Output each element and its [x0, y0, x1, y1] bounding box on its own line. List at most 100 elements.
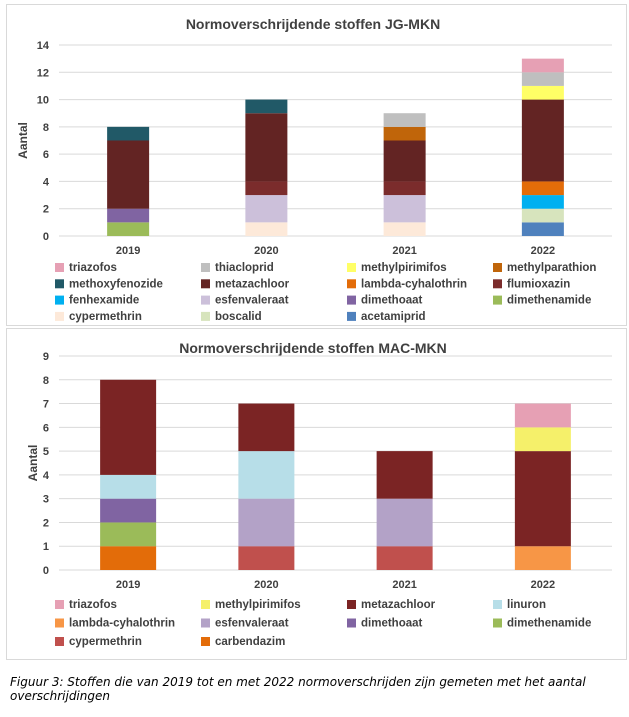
legend-swatch-dimethoaat — [347, 618, 356, 628]
legend-label-lambda-cyhalothrin: lambda-cyhalothrin — [361, 278, 467, 290]
y-tick-label: 10 — [37, 95, 49, 107]
legend-swatch-methoxyfenozide — [55, 279, 64, 289]
bar-segment-boscalid-2022 — [521, 208, 564, 223]
legend-swatch-dimethenamide — [493, 618, 502, 628]
y-tick-label: 2 — [43, 517, 49, 529]
chart-title: Normoverschrijdende stoffen MAC-MKN — [179, 340, 447, 356]
legend-swatch-cypermethrin — [55, 311, 64, 321]
bar-segment-metazachloor-2022 — [521, 99, 564, 182]
bar-segment-thiacloprid-2022 — [521, 72, 564, 86]
legend-label-dimethoaat: dimethoaat — [361, 295, 423, 307]
legend-label-carbendazim: carbendazim — [215, 636, 285, 648]
legend-swatch-triazofos — [55, 600, 64, 609]
legend-label-dimethenamide: dimethenamide — [507, 618, 591, 630]
legend-label-esfenvaleraat: esfenvaleraat — [215, 618, 289, 630]
bar-segment-metazachloor-2020 — [238, 403, 295, 452]
bar-segment-triazofos-2022 — [521, 58, 564, 73]
bar-segment-methoxyfenozide-2019 — [107, 126, 150, 141]
bar-segment-metazachloor-2019 — [107, 140, 150, 209]
legend-label-fenhexamide: fenhexamide — [69, 295, 139, 307]
legend-swatch-carbendazim — [201, 637, 210, 646]
y-tick-label: 6 — [43, 149, 49, 161]
y-tick-label: 0 — [43, 565, 49, 577]
figure-caption: Figuur 3: Stoffen die van 2019 tot en me… — [10, 675, 586, 703]
legend-label-triazofos: triazofos — [69, 262, 117, 274]
bar-segment-linuron-2020 — [238, 451, 295, 499]
y-tick-label: 9 — [43, 351, 49, 363]
y-tick-label: 5 — [43, 446, 49, 458]
legend-label-methylparathion: methylparathion — [507, 262, 596, 274]
legend-label-metazachloor: metazachloor — [215, 278, 290, 290]
legend-label-flumioxazin: flumioxazin — [507, 278, 570, 290]
y-tick-label: 12 — [37, 67, 49, 79]
bar-segment-metazachloor-2022 — [514, 451, 571, 547]
bar-segment-dimethenamide-2019 — [100, 522, 157, 547]
legend-label-thiacloprid: thiacloprid — [215, 262, 274, 274]
legend-swatch-methylpirimifos — [201, 600, 210, 609]
y-tick-label: 2 — [43, 204, 49, 216]
legend-swatch-dimethenamide — [493, 295, 502, 305]
legend-swatch-boscalid — [201, 311, 210, 321]
bar-segment-lambda-cyhalothrin-2022 — [521, 181, 564, 196]
y-tick-label: 1 — [43, 541, 49, 553]
legend-swatch-linuron — [493, 600, 502, 609]
x-tick-label: 2021 — [392, 245, 416, 257]
y-tick-label: 14 — [37, 40, 50, 52]
chart-mac-mkn: Normoverschrijdende stoffen MAC-MKN 0 1 2 3 4… — [26, 340, 612, 648]
legend-swatch-fenhexamide — [55, 295, 64, 305]
legend-label-methylpirimifos: methylpirimifos — [215, 599, 301, 611]
bar-segment-lambda-cyhalothrin-2022 — [514, 546, 571, 570]
bar-segment-cypermethrin-2020 — [238, 546, 295, 570]
bar-segment-dimethoaat-2019 — [107, 208, 150, 223]
legend-label-acetamiprid: acetamiprid — [361, 311, 426, 323]
legend-label-lambda-cyhalothrin: lambda-cyhalothrin — [69, 618, 175, 630]
chart-jg-mkn: Normoverschrijdende stoffen JG-MKN 0 2 4 6 8 1… — [16, 16, 612, 323]
x-tick-label: 2020 — [254, 245, 278, 257]
legend-swatch-esfenvaleraat — [201, 295, 210, 305]
bar-segment-linuron-2019 — [100, 474, 157, 499]
legend-label-cypermethrin: cypermethrin — [69, 636, 142, 648]
bar-segment-cypermethrin-2021 — [383, 222, 426, 236]
bar-segment-methylpirimifos-2022 — [521, 85, 564, 100]
legend-swatch-acetamiprid — [347, 311, 356, 321]
y-tick-label: 3 — [43, 494, 49, 506]
legend-swatch-dimethoaat — [347, 295, 356, 305]
x-tick-label: 2022 — [531, 579, 555, 591]
bar-segment-esfenvaleraat-2021 — [376, 498, 433, 547]
legend-swatch-cypermethrin — [55, 637, 64, 646]
legend-label-methylpirimifos: methylpirimifos — [361, 262, 447, 274]
x-tick-label: 2019 — [116, 579, 140, 591]
bar-segment-flumioxazin-2020 — [245, 181, 288, 196]
bar-segment-dimethenamide-2019 — [107, 222, 150, 236]
bar-segment-metazachloor-2021 — [383, 140, 426, 182]
y-tick-label: 0 — [43, 231, 49, 243]
legend-swatch-methylparathion — [493, 263, 502, 272]
bar-segment-metazachloor-2021 — [376, 451, 433, 499]
x-tick-label: 2019 — [116, 245, 140, 257]
bar-segment-carbendazim-2019 — [100, 546, 157, 570]
y-tick-label: 6 — [43, 422, 49, 434]
bar-segment-metazachloor-2019 — [100, 379, 157, 475]
bar-segment-flumioxazin-2021 — [383, 181, 426, 196]
y-tick-label: 7 — [43, 399, 49, 411]
bar-segment-methoxyfenozide-2020 — [245, 99, 288, 114]
chart-panel-jg-mkn: Normoverschrijdende stoffen JG-MKN 0 2 4 6 8 1… — [6, 4, 627, 326]
bar-segment-acetamiprid-2022 — [521, 222, 564, 236]
legend-swatch-metazachloor — [201, 279, 210, 289]
legend-label-dimethenamide: dimethenamide — [507, 295, 591, 307]
bar-segment-methylpirimifos-2022 — [514, 427, 571, 452]
bar-segment-cypermethrin-2021 — [376, 546, 433, 570]
legend-label-triazofos: triazofos — [69, 599, 117, 611]
bar-segment-dimethoaat-2019 — [100, 498, 157, 523]
bar-segment-cypermethrin-2020 — [245, 222, 288, 236]
legend-label-methoxyfenozide: methoxyfenozide — [69, 278, 163, 290]
legend-swatch-metazachloor — [347, 600, 356, 609]
legend-label-esfenvaleraat: esfenvaleraat — [215, 295, 289, 307]
legend-label-boscalid: boscalid — [215, 311, 262, 323]
legend-label-metazachloor: metazachloor — [361, 599, 436, 611]
legend-swatch-triazofos — [55, 263, 64, 272]
x-tick-label: 2020 — [254, 579, 278, 591]
y-axis-label: Aantal — [26, 445, 40, 482]
bar-segment-fenhexamide-2022 — [521, 195, 564, 209]
chart-title: Normoverschrijdende stoffen JG-MKN — [186, 16, 440, 32]
